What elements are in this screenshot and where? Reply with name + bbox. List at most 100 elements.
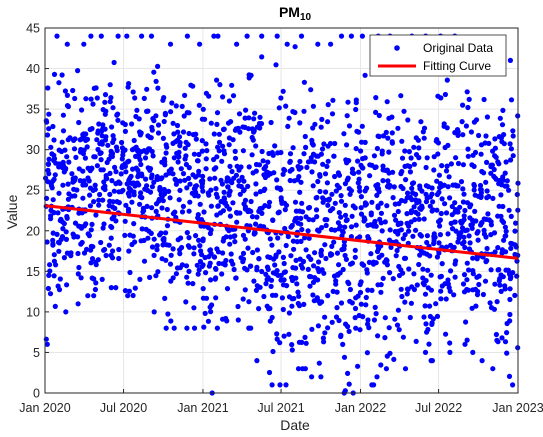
data-point	[96, 197, 102, 203]
data-point	[353, 146, 359, 152]
data-point	[122, 147, 128, 153]
data-point	[410, 180, 417, 186]
data-point	[101, 221, 107, 227]
data-point	[200, 286, 206, 292]
data-point	[467, 204, 473, 210]
data-point	[141, 208, 147, 214]
data-point	[250, 137, 256, 143]
data-point	[369, 287, 375, 293]
data-point	[332, 200, 338, 206]
data-point	[328, 41, 334, 47]
data-point	[115, 111, 121, 117]
data-point	[407, 163, 413, 170]
data-point	[473, 303, 479, 309]
data-point	[137, 201, 143, 207]
data-point	[316, 360, 322, 366]
data-point	[96, 121, 102, 127]
data-point	[95, 146, 101, 153]
data-point	[490, 148, 496, 154]
data-point	[180, 203, 186, 209]
data-point	[45, 85, 51, 91]
data-point	[330, 288, 336, 294]
data-point	[216, 131, 222, 137]
data-point	[298, 33, 305, 39]
data-point	[68, 250, 74, 256]
data-point	[411, 204, 417, 210]
data-point	[214, 121, 220, 127]
data-point	[208, 277, 214, 283]
data-point	[398, 220, 404, 226]
data-point	[435, 151, 441, 157]
data-point	[226, 192, 232, 198]
data-point	[378, 289, 384, 295]
data-point	[497, 282, 503, 288]
data-point	[331, 239, 337, 245]
data-point	[428, 287, 434, 293]
data-point	[321, 141, 327, 147]
data-point	[348, 234, 354, 240]
data-point	[46, 156, 52, 162]
data-point	[230, 93, 237, 99]
data-point	[292, 199, 299, 205]
data-point	[468, 222, 474, 228]
data-point	[65, 181, 71, 187]
data-point	[265, 159, 271, 165]
data-point	[317, 172, 323, 178]
data-point	[291, 246, 297, 252]
data-point	[404, 220, 410, 226]
data-point	[170, 211, 176, 217]
data-point	[500, 219, 507, 225]
data-point	[227, 163, 233, 169]
data-point	[254, 214, 260, 220]
data-point	[293, 257, 299, 263]
data-point	[378, 210, 384, 216]
data-point	[202, 310, 208, 316]
data-point	[182, 92, 188, 98]
data-point	[59, 139, 65, 145]
data-point	[417, 232, 423, 238]
data-point	[376, 133, 382, 140]
data-point	[177, 251, 183, 257]
data-point	[234, 219, 240, 225]
data-point	[156, 198, 162, 204]
data-point	[306, 254, 312, 260]
data-point	[508, 97, 515, 103]
data-point	[174, 265, 181, 271]
data-point	[184, 185, 190, 191]
data-point	[110, 105, 116, 111]
data-point	[489, 162, 495, 168]
y-tick-label: 45	[26, 22, 40, 36]
data-point	[285, 123, 291, 129]
data-point	[369, 199, 375, 205]
data-point	[288, 224, 294, 230]
data-point	[487, 300, 493, 306]
data-point	[199, 183, 205, 189]
data-point	[227, 213, 233, 219]
data-point	[322, 242, 328, 248]
data-point	[280, 254, 286, 260]
data-point	[334, 250, 341, 256]
data-point	[274, 331, 280, 337]
data-point	[202, 254, 208, 261]
y-tick-label: 15	[26, 265, 40, 279]
data-point	[347, 286, 353, 293]
data-point	[106, 242, 112, 248]
data-point	[219, 158, 225, 164]
data-point	[416, 216, 422, 222]
data-point	[259, 54, 265, 60]
data-point	[358, 301, 364, 307]
data-point	[224, 286, 231, 292]
data-point	[216, 139, 223, 145]
data-point	[311, 263, 317, 269]
data-point	[92, 182, 98, 188]
data-point	[353, 325, 359, 331]
data-point	[144, 108, 150, 114]
data-point	[165, 311, 171, 317]
data-point	[207, 247, 213, 253]
data-point	[322, 171, 329, 177]
data-point	[132, 95, 138, 101]
data-point	[300, 258, 307, 265]
data-point	[153, 113, 159, 119]
data-point	[137, 129, 143, 135]
data-point	[373, 109, 379, 115]
